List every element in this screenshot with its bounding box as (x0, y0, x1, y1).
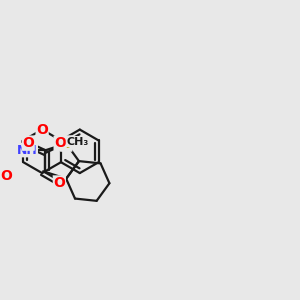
Text: NH: NH (16, 144, 38, 157)
Text: O: O (0, 169, 12, 183)
Text: CH₃: CH₃ (66, 136, 88, 147)
Text: O: O (36, 123, 48, 136)
Text: O: O (22, 136, 34, 150)
Text: S: S (61, 136, 72, 151)
Text: O: O (53, 176, 65, 190)
Text: O: O (54, 136, 66, 150)
